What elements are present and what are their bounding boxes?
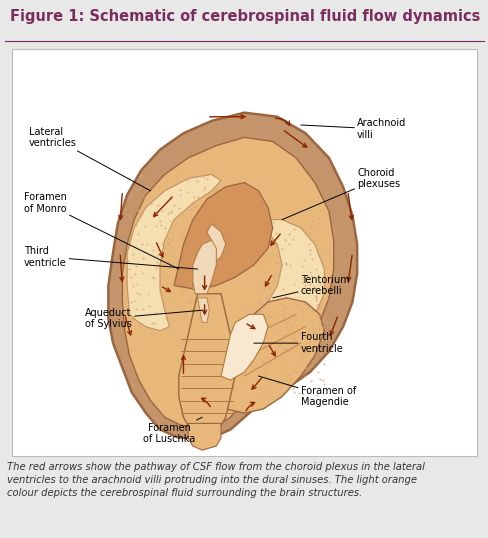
Polygon shape: [197, 298, 209, 323]
Polygon shape: [221, 314, 267, 380]
Text: Tentorium
cerebelli: Tentorium cerebelli: [272, 275, 349, 298]
Text: Aqueduct
of Sylvius: Aqueduct of Sylvius: [85, 308, 202, 329]
Polygon shape: [108, 112, 356, 438]
Polygon shape: [122, 137, 333, 426]
Polygon shape: [192, 240, 216, 294]
Polygon shape: [188, 423, 221, 450]
Text: Third
ventricle: Third ventricle: [24, 246, 197, 269]
Polygon shape: [192, 224, 225, 289]
Polygon shape: [174, 182, 272, 289]
Polygon shape: [179, 294, 235, 426]
Text: Lateral
ventricles: Lateral ventricles: [28, 126, 150, 191]
Polygon shape: [253, 220, 324, 347]
Text: The red arrows show the pathway of CSF flow from the choroid plexus in the later: The red arrows show the pathway of CSF f…: [7, 462, 424, 498]
Text: Arachnoid
villi: Arachnoid villi: [300, 118, 406, 140]
Polygon shape: [225, 298, 324, 413]
Text: Foramen of
Magendie: Foramen of Magendie: [258, 376, 355, 407]
Text: Figure 1: Schematic of cerebrospinal fluid flow dynamics: Figure 1: Schematic of cerebrospinal flu…: [10, 9, 479, 24]
Text: Fourth
ventricle: Fourth ventricle: [253, 332, 343, 354]
Text: Foramen
of Monro: Foramen of Monro: [24, 193, 179, 269]
Text: Choroid
plexuses: Choroid plexuses: [282, 168, 400, 220]
Text: Foramen
of Luschka: Foramen of Luschka: [143, 417, 202, 444]
Polygon shape: [127, 174, 221, 331]
FancyBboxPatch shape: [12, 49, 476, 456]
